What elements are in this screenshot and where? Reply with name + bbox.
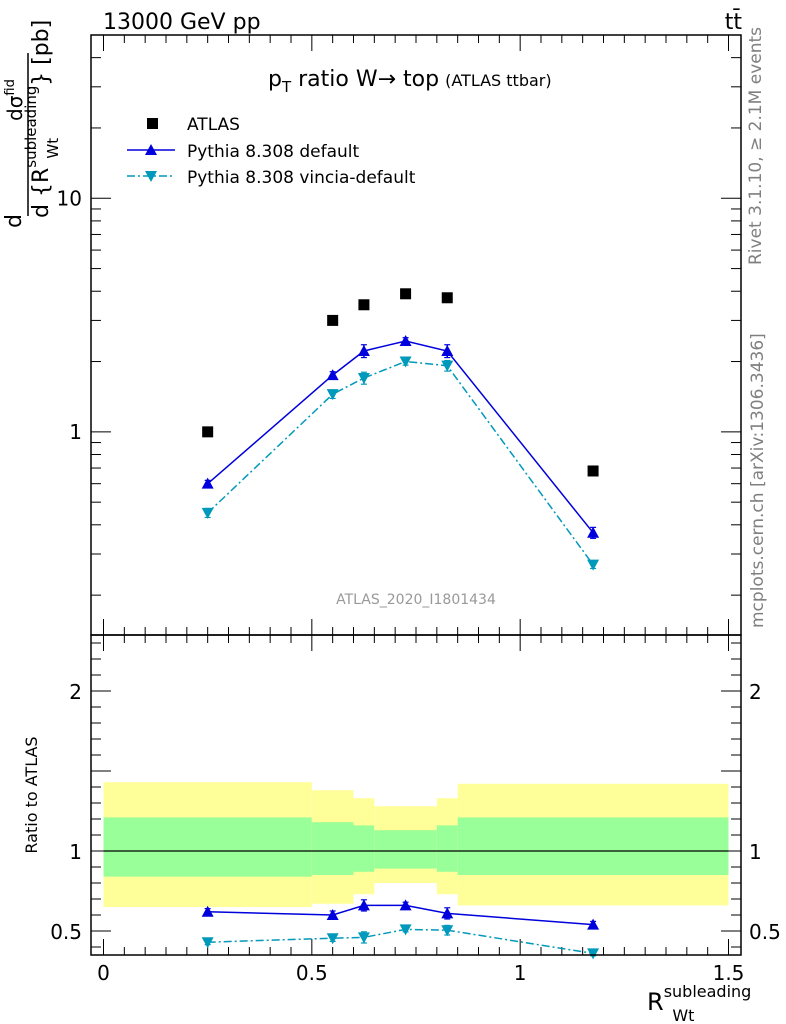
legend-label-default: Pythia 8.308 default xyxy=(187,142,360,162)
main-panel: ATLAS_2020_I1801434 pT ratio W→ top (ATLA… xyxy=(2,20,742,636)
pythia-8-308-vincia-default-line xyxy=(207,360,594,566)
main-ylabel-numerator-text: dσ xyxy=(3,95,27,121)
main-series-layer xyxy=(201,288,600,571)
ratio-ytick-label-left: 2 xyxy=(69,680,82,704)
header-left-label: 13000 GeV pp xyxy=(103,10,261,35)
main-title: pT ratio W→ top (ATLAS ttbar) xyxy=(268,67,552,96)
main-ylabel-numerator-sup: fid xyxy=(3,79,18,95)
pythia-8-308-default-point xyxy=(441,344,454,356)
main-ylabel-suffix: } [pb] xyxy=(29,20,54,86)
pythia-8-308-default-point xyxy=(441,907,454,919)
ratio-bands xyxy=(103,782,729,907)
pythia-8-308-vincia-default-point xyxy=(326,933,339,945)
ratio-axis-ticks xyxy=(91,635,741,955)
main-ylabel: d dσfid d {Rsubleading Wt } [pb] xyxy=(2,20,62,228)
ratio-band-inner xyxy=(103,817,312,877)
legend-marker-default xyxy=(145,144,157,155)
atlas-point xyxy=(400,288,412,300)
ratio-frame xyxy=(90,634,742,956)
atlas-point xyxy=(441,292,453,304)
main-ylabel-prefix: d xyxy=(2,214,27,228)
ratio-band-inner xyxy=(436,825,458,872)
title-sub-t: T xyxy=(281,78,292,96)
pythia-8-308-vincia-default-point xyxy=(201,937,214,949)
main-ylabel-denominator: d {Rsubleading Wt } [pb] xyxy=(22,20,62,218)
pythia-8-308-vincia-default-point xyxy=(399,356,412,368)
title-small: (ATLAS ttbar) xyxy=(445,71,552,90)
main-ytick-label: 1 xyxy=(69,420,82,444)
legend-label-vincia: Pythia 8.308 vincia-default xyxy=(187,168,416,188)
pythia-8-308-vincia-default-line xyxy=(207,928,594,955)
atlas-point xyxy=(358,299,370,311)
title-rest: ratio W→ top xyxy=(291,67,439,92)
ratio-band-inner xyxy=(311,822,354,875)
atlas-point xyxy=(327,314,339,326)
ratio-tick-labels: 0.5 0.5 1 1 2 2 0 0.5 1 1.5 xyxy=(50,680,781,985)
ratio-ytick-label-left: 1 xyxy=(69,840,82,864)
ratio-xtick-label: 0.5 xyxy=(296,961,328,985)
pythia-8-308-default-point xyxy=(326,369,339,381)
ratio-ytick-label-left: 0.5 xyxy=(50,920,82,944)
ratio-xlabel: Rsubleading Wt xyxy=(647,982,751,1024)
pythia-8-308-default-line xyxy=(207,904,594,926)
atlas-point xyxy=(587,465,599,477)
main-ylabel-den-sub: Wt xyxy=(44,138,62,159)
rivet-label: Rivet 3.1.10, ≥ 2.1M events xyxy=(746,27,766,265)
legend-label-atlas: ATLAS xyxy=(187,115,240,135)
pythia-8-308-default-line xyxy=(207,340,594,534)
pythia-8-308-default-point xyxy=(201,477,214,489)
pythia-8-308-vincia-default-point xyxy=(326,389,339,401)
mcplots-label: mcplots.cern.ch [arXiv:1306.3436] xyxy=(748,333,768,628)
ratio-xtick-label: 0 xyxy=(97,961,110,985)
main-tick-labels: 1 10 xyxy=(57,186,82,444)
ratio-xlabel-sup: subleading xyxy=(664,982,752,1001)
main-ylabel-den-text: d {R xyxy=(29,168,54,218)
pythia-8-308-vincia-default-point xyxy=(441,360,454,372)
pythia-8-308-default-point xyxy=(399,334,412,346)
ratio-ytick-label-right: 2 xyxy=(749,680,762,704)
ratio-band-inner xyxy=(457,817,729,875)
main-ylabel-numerator: dσfid xyxy=(3,79,27,121)
ratio-xtick-label: 1.5 xyxy=(713,961,745,985)
pythia-8-308-default-point xyxy=(357,899,370,911)
ratio-panel: 0.5 0.5 1 1 2 2 0 0.5 1 1.5 Ratio to ATLAS Rsuble… xyxy=(22,634,781,1024)
pythia-8-308-default-point xyxy=(357,344,370,356)
ratio-ytick-label-right: 0.5 xyxy=(749,920,781,944)
pythia-8-308-vincia-default-point xyxy=(587,948,600,960)
pythia-8-308-vincia-default-point xyxy=(357,373,370,385)
pythia-8-308-default-point xyxy=(326,909,339,920)
main-watermark: ATLAS_2020_I1801434 xyxy=(336,592,496,608)
ratio-xlabel-base: R xyxy=(647,988,664,1016)
atlas-point xyxy=(202,426,214,438)
pythia-8-308-vincia-default-point xyxy=(587,559,600,571)
ratio-xlabel-sub: Wt xyxy=(672,1006,694,1024)
ratio-ylabel: Ratio to ATLAS xyxy=(22,736,41,853)
ratio-series-layer xyxy=(201,899,600,960)
legend-marker-atlas xyxy=(147,118,158,129)
pythia-8-308-default-point xyxy=(587,526,600,538)
pythia-8-308-vincia-default-point xyxy=(399,924,412,936)
ratio-band-inner xyxy=(374,830,437,869)
legend-marker-vincia xyxy=(145,171,157,182)
title-p: p xyxy=(268,67,282,92)
main-ytick-label: 10 xyxy=(57,186,82,210)
main-axis-ticks xyxy=(91,34,741,635)
pythia-8-308-default-point xyxy=(399,899,412,911)
legend: ATLAS Pythia 8.308 default Pythia 8.308 … xyxy=(127,115,416,188)
ratio-xtick-label: 1 xyxy=(514,961,527,985)
pythia-8-308-vincia-default-point xyxy=(201,507,214,519)
main-ylabel-den-sup: subleading xyxy=(22,86,40,168)
ratio-ytick-label-right: 1 xyxy=(749,840,762,864)
pythia-8-308-default-point xyxy=(201,905,214,917)
pythia-8-308-vincia-default-point xyxy=(441,925,454,937)
header-right-label: tt̄ xyxy=(725,9,743,35)
pythia-8-308-default-point xyxy=(587,918,600,930)
pythia-8-308-vincia-default-point xyxy=(357,932,370,944)
ratio-band-inner xyxy=(353,825,375,872)
